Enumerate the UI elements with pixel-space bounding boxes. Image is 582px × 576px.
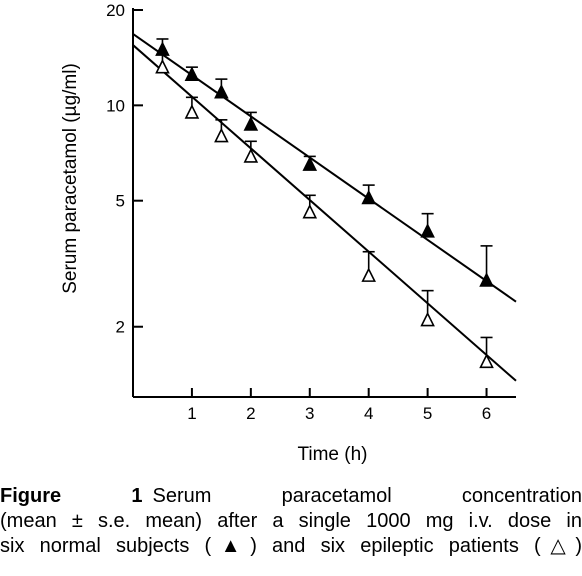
x-tick-label: 3: [305, 404, 314, 423]
fit-line: [132, 44, 517, 382]
y-tick-label: 2: [116, 318, 125, 337]
open-triangle-point: [420, 311, 435, 327]
caption-line-2: (mean ± s.e. mean) after a single 1000 m…: [0, 510, 582, 532]
open-triangle-point: [184, 104, 200, 119]
x-tick-label: 5: [423, 404, 432, 423]
caption-text-1: Serum paracetamol concentration: [152, 485, 582, 507]
y-axis-title: Serum paracetamol (µg/ml): [60, 63, 81, 294]
filled-triangle-point: [479, 272, 494, 287]
open-triangle-point: [155, 58, 170, 74]
filled-triangle-point: [243, 116, 259, 131]
chart: 1 2 3 4 5 6 2 5 10 20 Time (h) Serum paracetamol …: [60, 1, 517, 465]
error-bars: [156, 38, 493, 362]
open-triangle-point: [243, 148, 259, 163]
filled-triangle-point: [155, 41, 170, 56]
filled-triangle-point: [184, 66, 200, 81]
data-points: [155, 41, 494, 369]
x-tick-label: 2: [246, 404, 255, 423]
open-triangle-point: [214, 127, 229, 143]
open-triangle-point: [479, 353, 494, 369]
figure-caption: Figure 1 Serum paracetamol concentration …: [0, 484, 582, 559]
filled-triangle-point: [420, 223, 435, 238]
open-triangle-point: [361, 267, 376, 282]
x-axis-title: Time (h): [297, 444, 367, 465]
axes: [132, 8, 516, 398]
y-tick-label: 20: [106, 1, 125, 20]
x-tick-label: 6: [482, 404, 491, 423]
filled-triangle-point: [302, 156, 318, 171]
figure-label: Figure 1: [0, 485, 143, 507]
caption-line-1: Figure 1 Serum paracetamol concentration: [0, 484, 582, 509]
y-tick-label: 5: [116, 192, 125, 211]
open-triangle-point: [302, 203, 318, 219]
fit-lines: [132, 33, 517, 382]
caption-line-3: six normal subjects (▲) and six epilepti…: [0, 535, 582, 557]
filled-triangle-point: [214, 83, 229, 99]
y-tick-label: 10: [106, 96, 125, 115]
tick-labels: 1 2 3 4 5 6 2 5 10 20: [106, 1, 491, 423]
x-tick-label: 1: [187, 404, 196, 423]
x-tick-label: 4: [364, 404, 373, 423]
filled-triangle-point: [361, 189, 376, 205]
